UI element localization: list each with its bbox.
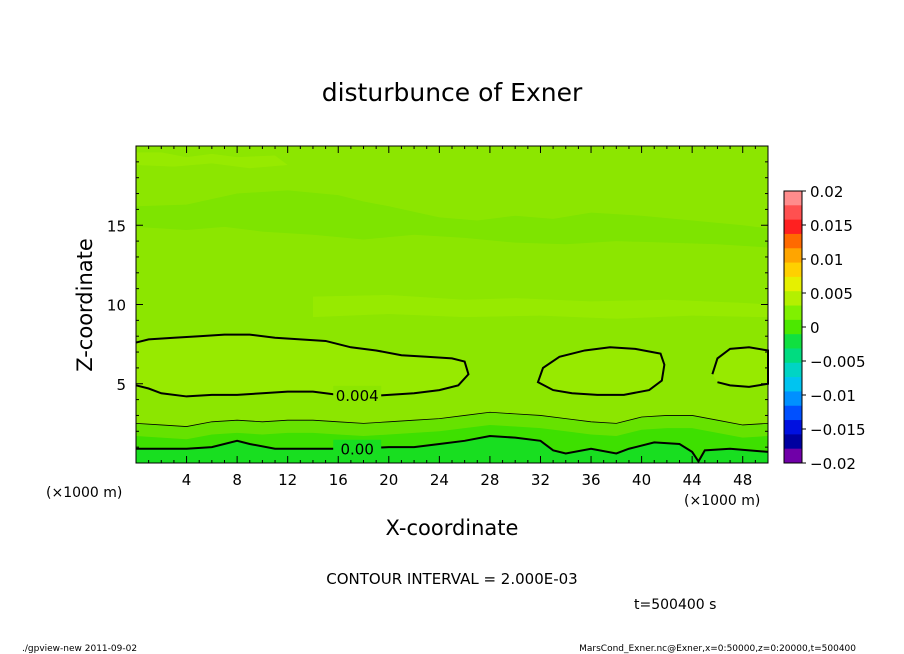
colorbar-label: 0.015: [810, 217, 853, 235]
y-tick-label: 15: [107, 217, 126, 235]
colorbar-swatch: [784, 219, 802, 235]
colorbar-label: 0.02: [810, 183, 843, 201]
x-tick-label: 28: [480, 471, 499, 489]
colorbar-label: 0.005: [810, 285, 853, 303]
x-tick-label: 8: [232, 471, 242, 489]
colorbar-label: 0: [810, 319, 820, 337]
colorbar-label: −0.015: [810, 421, 866, 439]
colorbar-label: 0.01: [810, 251, 843, 269]
x-tick-label: 16: [329, 471, 348, 489]
x-unit-right: (×1000 m): [684, 493, 760, 509]
x-axis-label: X-coordinate: [386, 516, 519, 540]
x-tick-label: 4: [182, 471, 192, 489]
contour-label: 0.004: [336, 387, 379, 405]
colorbar-swatch: [784, 191, 802, 206]
x-tick-label: 20: [379, 471, 398, 489]
colorbar-swatch: [784, 377, 802, 392]
plot-area: 0.004 0.00: [135, 146, 769, 464]
y-axis-label: Z-coordinate: [73, 238, 97, 372]
y-tick-label: 10: [107, 297, 126, 315]
y-axis-ticks: 5 10 15: [107, 161, 768, 448]
field-patch-dark: [136, 190, 768, 248]
contour-interval-text: CONTOUR INTERVAL = 2.000E-03: [326, 570, 577, 588]
x-tick-label: 32: [531, 471, 550, 489]
field-blob-2: [537, 347, 665, 395]
x-tick-label: 36: [581, 471, 600, 489]
colorbar-swatch: [784, 233, 802, 249]
colorbar-swatch: [784, 334, 802, 349]
x-tick-label: 24: [430, 471, 449, 489]
colorbar-swatch: [784, 448, 802, 464]
contour-0.00: [136, 435, 769, 464]
colorbar: 0.02 0.015 0.01 0.005 0 −0.005 −0.01 −0.015 −0.0…: [783, 183, 866, 473]
y-tick-label: 5: [116, 376, 126, 394]
colorbar-swatch: [784, 276, 802, 292]
colorbar-swatch: [784, 348, 802, 364]
colorbar-swatch: [784, 305, 802, 321]
x-tick-label: 44: [683, 471, 702, 489]
contour-label: 0.00: [340, 441, 373, 459]
chart-title: disturbunce of Exner: [322, 78, 583, 107]
field-band-bottom: [136, 436, 768, 463]
contour-0.004-middle: [536, 346, 666, 396]
colorbar-label: −0.02: [810, 455, 856, 473]
x-tick-label: 48: [733, 471, 752, 489]
x-axis-ticks: 4 8 12 16 20 24 28 32 36 40 44 48: [148, 146, 756, 489]
field-patch-top-left: [136, 152, 288, 169]
colorbar-swatch: [784, 420, 802, 435]
field-patch-mid: [312, 294, 768, 319]
colorbar-label: −0.01: [810, 387, 856, 405]
colorbar-swatch: [784, 362, 802, 378]
colorbar-swatch: [784, 405, 802, 421]
time-text: t=500400 s: [634, 597, 716, 613]
x-tick-label: 12: [278, 471, 297, 489]
contour-0.004-left: [135, 333, 470, 398]
colorbar-swatch: [784, 248, 802, 264]
colorbar-swatch: [784, 291, 802, 307]
colorbar-swatch: [784, 391, 802, 407]
field-blob-1: [136, 334, 469, 397]
x-unit-left: (×1000 m): [46, 485, 122, 501]
footer-left: ./gpview-new 2011-09-02: [22, 644, 137, 654]
colorbar-swatch: [784, 434, 802, 450]
contour-0.002: [135, 411, 769, 427]
contour-label-bg: [333, 439, 382, 457]
colorbar-swatch: [784, 319, 802, 335]
footer-right: MarsCond_Exner.nc@Exner,x=0:50000,z=0:20…: [579, 644, 856, 654]
field-blob-3: [712, 347, 768, 387]
colorbar-swatch: [784, 262, 802, 278]
colorbar-label: −0.005: [810, 353, 866, 371]
contour-label-bg: [333, 385, 382, 403]
x-tick-label: 40: [632, 471, 651, 489]
colorbar-swatch: [784, 205, 802, 221]
